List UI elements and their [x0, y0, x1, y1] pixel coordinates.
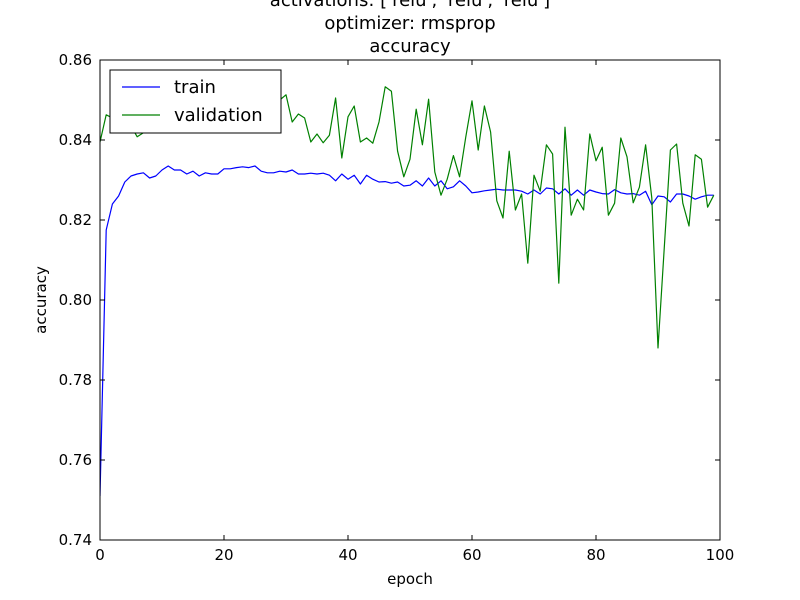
- series-line-train: [100, 165, 714, 497]
- x-axis-label: epoch: [387, 570, 433, 588]
- y-tick-label: 0.86: [59, 51, 92, 69]
- series-layer: [100, 86, 715, 497]
- y-tick-label: 0.76: [59, 451, 92, 469]
- x-tick-label: 20: [214, 546, 233, 564]
- y-tick-label: 0.84: [59, 131, 92, 149]
- axes-layer: 0 20 40 60 80 100 0.74 0.76 0.78 0.80 0.82 0.84 0.86…: [32, 51, 734, 588]
- y-tick-label: 0.74: [59, 531, 92, 549]
- y-tick-label: 0.78: [59, 371, 92, 389]
- chart-title-line-2: optimizer: rmsprop: [324, 13, 496, 34]
- x-tick-label: 80: [586, 546, 605, 564]
- y-tick-label: 0.82: [59, 211, 92, 229]
- legend-label-train: train: [174, 77, 216, 98]
- legend: train validation: [109, 69, 282, 134]
- x-tick-label: 60: [462, 546, 481, 564]
- y-tick-label: 0.80: [59, 291, 92, 309]
- x-tick-label: 0: [95, 546, 105, 564]
- chart-title-line-1: activations: ['relu', 'relu', 'relu']: [269, 0, 551, 11]
- y-axis-label: accuracy: [32, 266, 50, 334]
- legend-box: [109, 69, 282, 134]
- legend-label-validation: validation: [174, 105, 263, 126]
- chart-title-line-3: accuracy: [369, 36, 451, 57]
- x-tick-label: 40: [338, 546, 357, 564]
- x-tick-label: 100: [706, 546, 735, 564]
